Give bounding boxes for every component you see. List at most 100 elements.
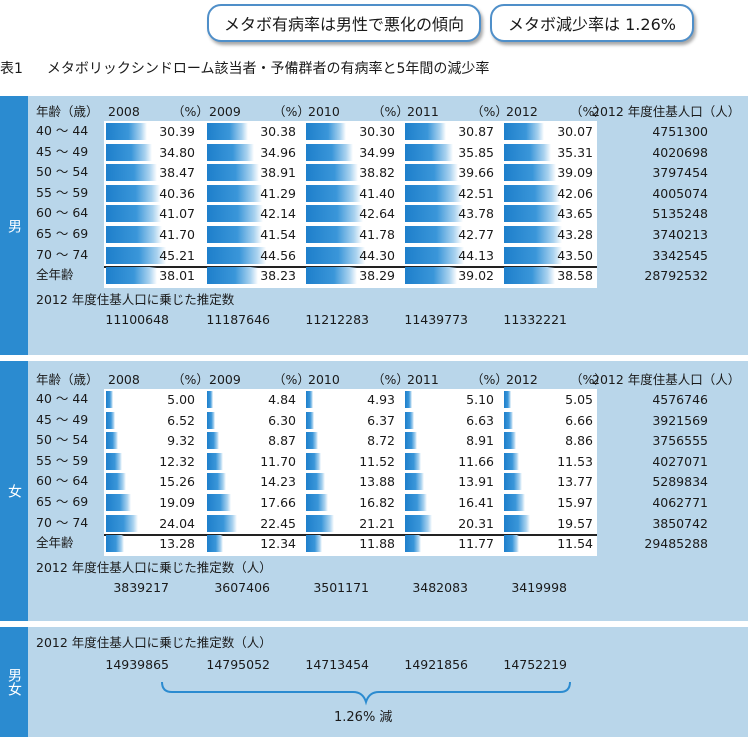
female-bar-4-0 (106, 473, 127, 491)
male-pct-2011: （%） (471, 104, 508, 119)
male-value-1-4: 35.31 (557, 144, 593, 160)
female-bar-7-3 (405, 535, 421, 553)
female-bar-7-1 (207, 535, 224, 553)
female-bar-2-4 (504, 432, 516, 450)
female-pct-2011: （%） (471, 372, 508, 387)
female-estimate-4: 3419998 (511, 579, 567, 595)
female-bar-6-4 (504, 514, 531, 532)
both-estimate-1: 14795052 (206, 657, 270, 672)
male-pct-2008: （%） (172, 104, 209, 119)
combined-label: 男女 (0, 627, 28, 737)
male-value-4-3: 43.78 (458, 206, 494, 222)
female-value-5-1: 17.66 (260, 495, 296, 510)
female-bar-5-0 (106, 494, 132, 511)
male-value-5-1: 41.54 (260, 227, 296, 242)
male-value-7-2: 38.29 (359, 268, 395, 284)
male-age-5: 65 ～ 69 (36, 226, 89, 241)
male-value-3-0: 40.36 (159, 185, 195, 201)
male-bar-0-1 (207, 123, 248, 140)
male-bar-0-2 (306, 123, 347, 140)
female-bar-7-2 (306, 535, 322, 553)
male-age-total: 全年齢 (36, 267, 74, 283)
female-bar-5-3 (405, 494, 427, 511)
female-bar-2-0 (106, 432, 119, 450)
male-bar-2-1 (207, 164, 259, 182)
male-bar-2-0 (106, 164, 158, 182)
female-value-5-3: 16.41 (458, 495, 494, 510)
female-bar-0-4 (504, 391, 511, 408)
female-year-2011: 2011 (407, 372, 439, 387)
female-bar-7-0 (106, 535, 124, 553)
male-year-2011: 2011 (407, 104, 439, 119)
female-bar-4-4 (504, 473, 523, 491)
male-bar-1-2 (306, 143, 353, 161)
male-header-age: 年齢（歳） (36, 104, 99, 119)
male-pct-2010: （%） (372, 104, 409, 119)
badge-reduction-rate: メタボ減少率は 1.26% (490, 4, 694, 42)
male-value-5-3: 42.77 (458, 227, 494, 242)
female-year-2008: 2008 (108, 372, 140, 387)
female-value-4-1: 14.23 (260, 474, 296, 490)
female-value-3-2: 11.52 (359, 453, 395, 469)
female-value-1-3: 6.63 (466, 412, 494, 428)
female-estimate-3: 3482083 (412, 579, 468, 595)
female-value-4-3: 13.91 (458, 474, 494, 490)
male-age-1: 45 ～ 49 (36, 143, 89, 159)
table-number: 表1 (0, 61, 23, 77)
male-bar-4-2 (306, 205, 363, 223)
female-age-5: 65 ～ 69 (36, 494, 89, 509)
male-pop-5: 3740213 (652, 227, 708, 242)
both-estimate-4: 14752219 (503, 657, 567, 672)
male-bar-7-4 (504, 267, 556, 285)
female-estimate-2: 3501171 (313, 579, 369, 595)
female-pct-2008: （%） (172, 372, 209, 387)
female-pop-1: 3921569 (652, 412, 708, 428)
female-pct-2010: （%） (372, 372, 409, 387)
male-bar-1-0 (106, 143, 153, 161)
male-bar-0-4 (504, 123, 545, 140)
female-value-7-4: 11.54 (557, 536, 593, 552)
female-value-6-2: 21.21 (359, 515, 395, 531)
male-value-7-1: 38.23 (260, 268, 296, 284)
female-value-5-4: 15.97 (557, 495, 593, 510)
male-bar-6-4 (504, 246, 562, 264)
male-value-6-1: 44.56 (260, 247, 296, 263)
male-bar-7-3 (405, 267, 458, 285)
male-value-6-4: 43.50 (557, 247, 593, 263)
female-pct-2009: （%） (273, 372, 310, 387)
female-pop-total: 29485288 (644, 536, 708, 552)
male-value-5-0: 41.70 (159, 227, 195, 242)
male-age-2: 50 ～ 54 (36, 164, 89, 180)
reduction-label: 1.26% 減 (334, 710, 393, 725)
female-value-0-1: 4.84 (268, 392, 296, 407)
male-age-3: 55 ～ 59 (36, 184, 89, 200)
male-est-label: 2012 年度住基人口に乗じた推定数 (36, 291, 235, 307)
male-pct-2012: （%） (570, 104, 607, 119)
male-value-1-0: 34.80 (159, 144, 195, 160)
female-bar-2-2 (306, 432, 318, 450)
female-bar-1-1 (207, 411, 216, 429)
male-age-6: 70 ～ 74 (36, 246, 89, 262)
male-value-3-4: 42.06 (557, 185, 593, 201)
female-bar-4-3 (405, 473, 424, 491)
female-bar-5-2 (306, 494, 329, 511)
male-value-2-0: 38.47 (159, 165, 195, 181)
female-bar-3-1 (207, 452, 223, 470)
female-value-3-0: 12.32 (159, 453, 195, 469)
female-age-4: 60 ～ 64 (36, 473, 89, 489)
female-age-0: 40 ～ 44 (36, 391, 89, 406)
female-value-3-1: 11.70 (260, 453, 296, 469)
male-bar-4-4 (504, 205, 563, 223)
male-value-5-2: 41.78 (359, 227, 395, 242)
female-value-2-2: 8.72 (367, 433, 395, 449)
male-estimate-2: 11212283 (305, 311, 369, 327)
male-value-0-4: 30.07 (557, 124, 593, 139)
female-header-age: 年齢（歳） (36, 372, 99, 387)
female-value-0-0: 5.00 (167, 392, 195, 407)
male-bar-1-4 (504, 143, 552, 161)
male-bar-5-0 (106, 226, 162, 243)
female-value-2-4: 8.86 (565, 433, 593, 449)
male-age-0: 40 ～ 44 (36, 123, 89, 138)
female-pop-6: 3850742 (652, 515, 708, 531)
female-bar-7-4 (504, 535, 520, 553)
